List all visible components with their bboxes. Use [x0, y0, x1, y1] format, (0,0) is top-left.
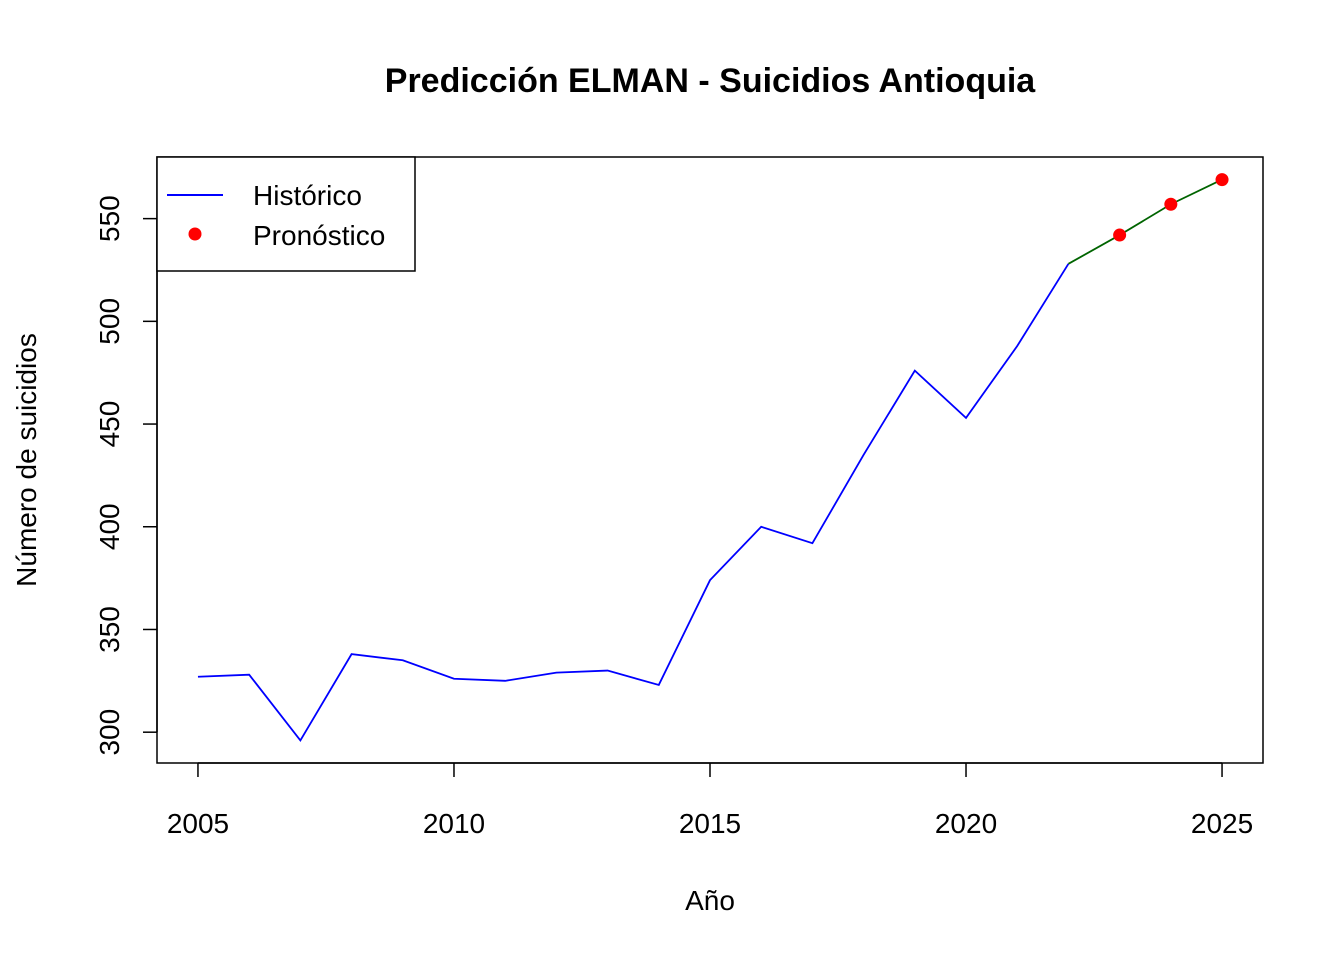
x-tick-label: 2025: [1191, 808, 1253, 839]
y-axis: 300 350 400 450 500 550: [94, 195, 158, 756]
y-tick-label: 500: [94, 298, 125, 345]
legend-historico-label: Histórico: [253, 180, 362, 211]
y-tick-label: 550: [94, 195, 125, 242]
chart-title: Predicción ELMAN - Suicidios Antioquia: [385, 62, 1037, 100]
y-tick-label: 350: [94, 606, 125, 653]
legend-box: [156, 156, 416, 272]
x-tick-label: 2020: [935, 808, 997, 839]
x-axis-label: Año: [685, 885, 735, 916]
series-line-forecast-link: [1067, 178, 1223, 265]
forecast-point: [1215, 173, 1229, 187]
series-layer: [197, 173, 1229, 742]
x-tick-label: 2010: [423, 808, 485, 839]
x-axis: 2005 2010 2015 2020 2025: [167, 762, 1253, 839]
y-tick-label: 400: [94, 503, 125, 550]
x-tick-label: 2015: [679, 808, 741, 839]
y-axis-label: Número de suicidios: [11, 333, 42, 587]
forecast-point: [1113, 228, 1127, 242]
legend-pronostico-label: Pronóstico: [253, 220, 385, 251]
legend-pronostico-swatch: [188, 227, 202, 241]
forecast-point: [1164, 197, 1178, 211]
y-tick-label: 300: [94, 709, 125, 756]
y-tick-label: 450: [94, 401, 125, 448]
series-line-historico: [197, 263, 1070, 742]
legend: Histórico Pronóstico: [156, 156, 416, 272]
x-tick-label: 2005: [167, 808, 229, 839]
